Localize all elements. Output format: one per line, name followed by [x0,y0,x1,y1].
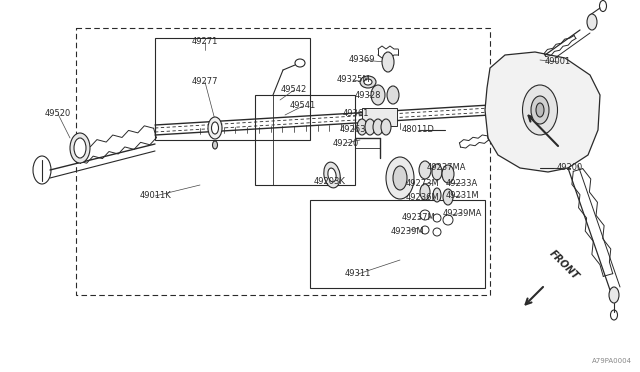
Ellipse shape [381,119,391,135]
Text: FRONT: FRONT [547,248,580,282]
Ellipse shape [531,96,549,124]
Circle shape [421,226,429,234]
Text: 49011K: 49011K [139,192,171,201]
Text: 49369: 49369 [349,55,375,64]
Text: 49237MA: 49237MA [426,164,466,173]
Text: 49361: 49361 [343,109,369,118]
Text: 49001: 49001 [545,58,571,67]
Ellipse shape [382,52,394,72]
Circle shape [420,210,430,220]
Text: 49220: 49220 [333,138,359,148]
Ellipse shape [360,76,376,88]
Ellipse shape [386,157,414,199]
Bar [76,28,490,295]
Ellipse shape [365,119,375,135]
Ellipse shape [419,161,431,179]
Text: 49237M: 49237M [401,214,435,222]
Ellipse shape [433,188,441,202]
Ellipse shape [373,119,383,135]
Text: 49203K: 49203K [314,177,346,186]
Text: 49233A: 49233A [446,179,478,187]
Ellipse shape [522,85,557,135]
Ellipse shape [74,138,86,158]
Ellipse shape [328,168,336,182]
Text: 49236M: 49236M [406,192,440,202]
Bar [362,108,397,126]
Text: 49239M: 49239M [390,227,424,235]
Ellipse shape [324,162,340,188]
Bar [255,95,355,185]
Polygon shape [485,52,600,172]
Text: 49542: 49542 [281,86,307,94]
Bar [155,38,310,140]
Text: 49263: 49263 [340,125,366,135]
Circle shape [433,228,441,236]
Ellipse shape [211,122,218,134]
Ellipse shape [420,184,430,200]
Ellipse shape [208,117,222,139]
Ellipse shape [432,164,442,180]
Text: 49271: 49271 [192,38,218,46]
Text: A79PA0004: A79PA0004 [592,358,632,364]
Text: 49277: 49277 [192,77,218,87]
Text: 49325M: 49325M [336,76,370,84]
Text: 49541: 49541 [290,102,316,110]
Text: 49231M: 49231M [445,192,479,201]
Ellipse shape [536,103,544,117]
Circle shape [433,214,441,222]
Ellipse shape [387,86,399,104]
Bar [310,200,485,288]
Text: 48011D: 48011D [401,125,435,135]
Ellipse shape [587,14,597,30]
Ellipse shape [357,119,367,135]
Text: 49520: 49520 [45,109,71,119]
Circle shape [443,215,453,225]
Ellipse shape [393,166,407,190]
Text: 49239MA: 49239MA [442,208,482,218]
Text: 49200: 49200 [557,164,583,173]
Ellipse shape [70,133,90,163]
Text: 49311: 49311 [345,269,371,279]
Ellipse shape [443,189,453,205]
Text: 49273M: 49273M [406,179,440,187]
Ellipse shape [212,141,218,149]
Text: 49328: 49328 [355,90,381,99]
Ellipse shape [442,165,454,183]
Ellipse shape [609,287,619,303]
Ellipse shape [364,79,372,85]
Ellipse shape [371,85,385,105]
